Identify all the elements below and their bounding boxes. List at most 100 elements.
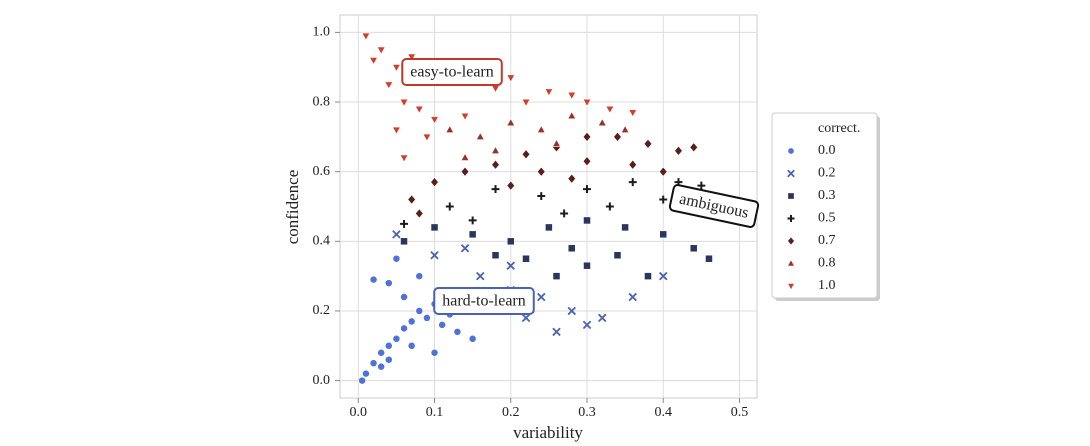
- x-tick-label: 0.2: [502, 405, 520, 420]
- point: [369, 275, 378, 284]
- point: [384, 355, 393, 364]
- point: [536, 124, 546, 134]
- point: [391, 63, 401, 73]
- legend-label: 0.2: [818, 166, 836, 181]
- point: [506, 117, 516, 127]
- legend-label: 0.0: [818, 143, 836, 158]
- point: [521, 98, 531, 108]
- legend-marker: [787, 169, 795, 178]
- point: [567, 173, 577, 184]
- point: [583, 261, 591, 270]
- point: [560, 209, 569, 218]
- point: [544, 88, 554, 97]
- x-tick-label: 0.5: [731, 405, 749, 420]
- point: [491, 185, 500, 194]
- point: [536, 166, 546, 177]
- y-tick-label: 0.4: [313, 234, 331, 249]
- point: [460, 166, 470, 177]
- point: [537, 292, 546, 302]
- point: [391, 126, 401, 135]
- legend-title: correct.: [818, 121, 860, 136]
- annotation: hard-to-learn: [433, 287, 535, 315]
- point: [582, 131, 592, 143]
- point: [521, 149, 531, 160]
- point: [422, 133, 432, 142]
- point: [659, 195, 668, 204]
- annotation-box: [433, 287, 535, 315]
- y-tick-label: 0.8: [313, 94, 331, 109]
- point: [658, 271, 668, 281]
- point: [658, 166, 668, 177]
- point: [377, 362, 386, 371]
- point: [582, 320, 592, 330]
- point: [468, 334, 477, 343]
- legend-label: 0.5: [818, 211, 836, 226]
- point: [506, 74, 516, 83]
- point: [407, 53, 417, 62]
- point: [407, 341, 416, 350]
- legend-marker: [787, 236, 795, 246]
- point: [392, 254, 401, 263]
- y-axis-label: confidence: [283, 170, 302, 245]
- point: [705, 254, 713, 263]
- point: [400, 324, 408, 333]
- legend-label: 0.8: [818, 256, 836, 271]
- point: [552, 327, 561, 337]
- annotation-text: easy-to-learn: [410, 64, 494, 81]
- point: [400, 219, 408, 228]
- legend-label: 0.3: [818, 188, 836, 203]
- point: [438, 320, 447, 329]
- point: [628, 292, 637, 302]
- x-tick-label: 0.0: [350, 405, 368, 420]
- point: [468, 216, 477, 225]
- point: [567, 306, 576, 316]
- point: [453, 327, 462, 336]
- point: [415, 272, 424, 281]
- y-tick-label: 1.0: [313, 25, 331, 40]
- point: [369, 359, 378, 368]
- point: [384, 279, 393, 288]
- x-tick-label: 0.1: [426, 405, 444, 420]
- legend-marker: [787, 214, 795, 223]
- point: [407, 317, 416, 326]
- annotation-text: hard-to-learn: [442, 293, 526, 310]
- point: [697, 181, 706, 190]
- y-tick-label: 0.6: [313, 164, 331, 179]
- point: [621, 223, 630, 232]
- point: [399, 98, 409, 108]
- point: [414, 208, 424, 219]
- point: [490, 145, 501, 155]
- x-tick-label: 0.3: [578, 405, 596, 420]
- point: [613, 131, 622, 143]
- point: [368, 57, 379, 66]
- point: [399, 154, 409, 163]
- point: [476, 271, 485, 281]
- point: [583, 185, 591, 194]
- point: [377, 348, 386, 357]
- point: [582, 156, 592, 167]
- point: [358, 376, 367, 385]
- point: [445, 202, 454, 211]
- point: [551, 138, 562, 148]
- point: [689, 142, 699, 153]
- point: [613, 251, 622, 260]
- point: [491, 159, 500, 170]
- point: [506, 261, 516, 270]
- point: [583, 216, 591, 225]
- point: [491, 251, 500, 260]
- point: [392, 334, 401, 343]
- point: [582, 98, 592, 108]
- point: [537, 192, 546, 201]
- point: [628, 178, 637, 187]
- point: [392, 230, 401, 239]
- annotation-box: [668, 184, 760, 228]
- y-tick-label: 0.2: [313, 303, 331, 318]
- point: [567, 244, 576, 253]
- point: [598, 313, 607, 323]
- point: [415, 307, 424, 315]
- point: [460, 152, 470, 161]
- point: [361, 32, 371, 41]
- annotation-box: [401, 58, 503, 86]
- point: [567, 110, 577, 120]
- point: [445, 124, 455, 134]
